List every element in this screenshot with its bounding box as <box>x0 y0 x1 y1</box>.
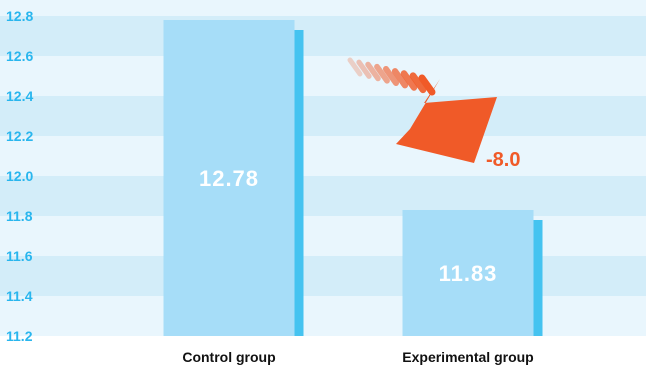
bar-value-label: 12.78 <box>199 166 259 191</box>
grid-band <box>0 176 646 216</box>
grid-band <box>0 0 646 16</box>
arrow-stripe <box>374 63 390 84</box>
grid-band <box>0 16 646 56</box>
grid-band <box>0 136 646 176</box>
y-tick-label: 12.6 <box>6 48 33 64</box>
y-tick-label: 11.6 <box>6 248 33 264</box>
change-annotation: -8.0 <box>486 149 520 171</box>
arrow-stripe <box>383 66 399 86</box>
y-tick-label: 12.8 <box>6 8 33 24</box>
bar <box>163 20 295 336</box>
decrease-arrow-icon <box>347 57 497 163</box>
category-label: Control group <box>182 349 275 365</box>
y-tick-label: 12.2 <box>6 128 33 144</box>
grid-band <box>0 296 646 336</box>
arrow-stripe <box>409 72 427 94</box>
grid-band <box>0 56 646 96</box>
grid-band <box>0 96 646 136</box>
y-tick-label: 12.4 <box>6 88 33 104</box>
arrow-stripe <box>400 70 418 91</box>
bar-value-label: 11.83 <box>439 261 498 286</box>
arrow-stripe <box>347 57 363 77</box>
bar-side <box>294 30 304 336</box>
grid-band <box>0 256 646 296</box>
bar-side <box>533 220 543 336</box>
arrow-stripe <box>365 61 381 82</box>
grid-band <box>0 216 646 256</box>
y-tick-label: 11.8 <box>6 208 33 224</box>
y-tick-label: 11.2 <box>6 328 33 344</box>
y-tick-label: 11.4 <box>6 288 33 304</box>
arrow-stripe <box>418 74 436 96</box>
arrow-stripe <box>391 68 409 89</box>
bar <box>402 210 534 336</box>
y-tick-label: 12.0 <box>6 168 33 184</box>
category-label: Experimental group <box>402 349 533 365</box>
arrow-stripe <box>356 59 372 79</box>
decrease-arrow-head <box>396 79 497 163</box>
